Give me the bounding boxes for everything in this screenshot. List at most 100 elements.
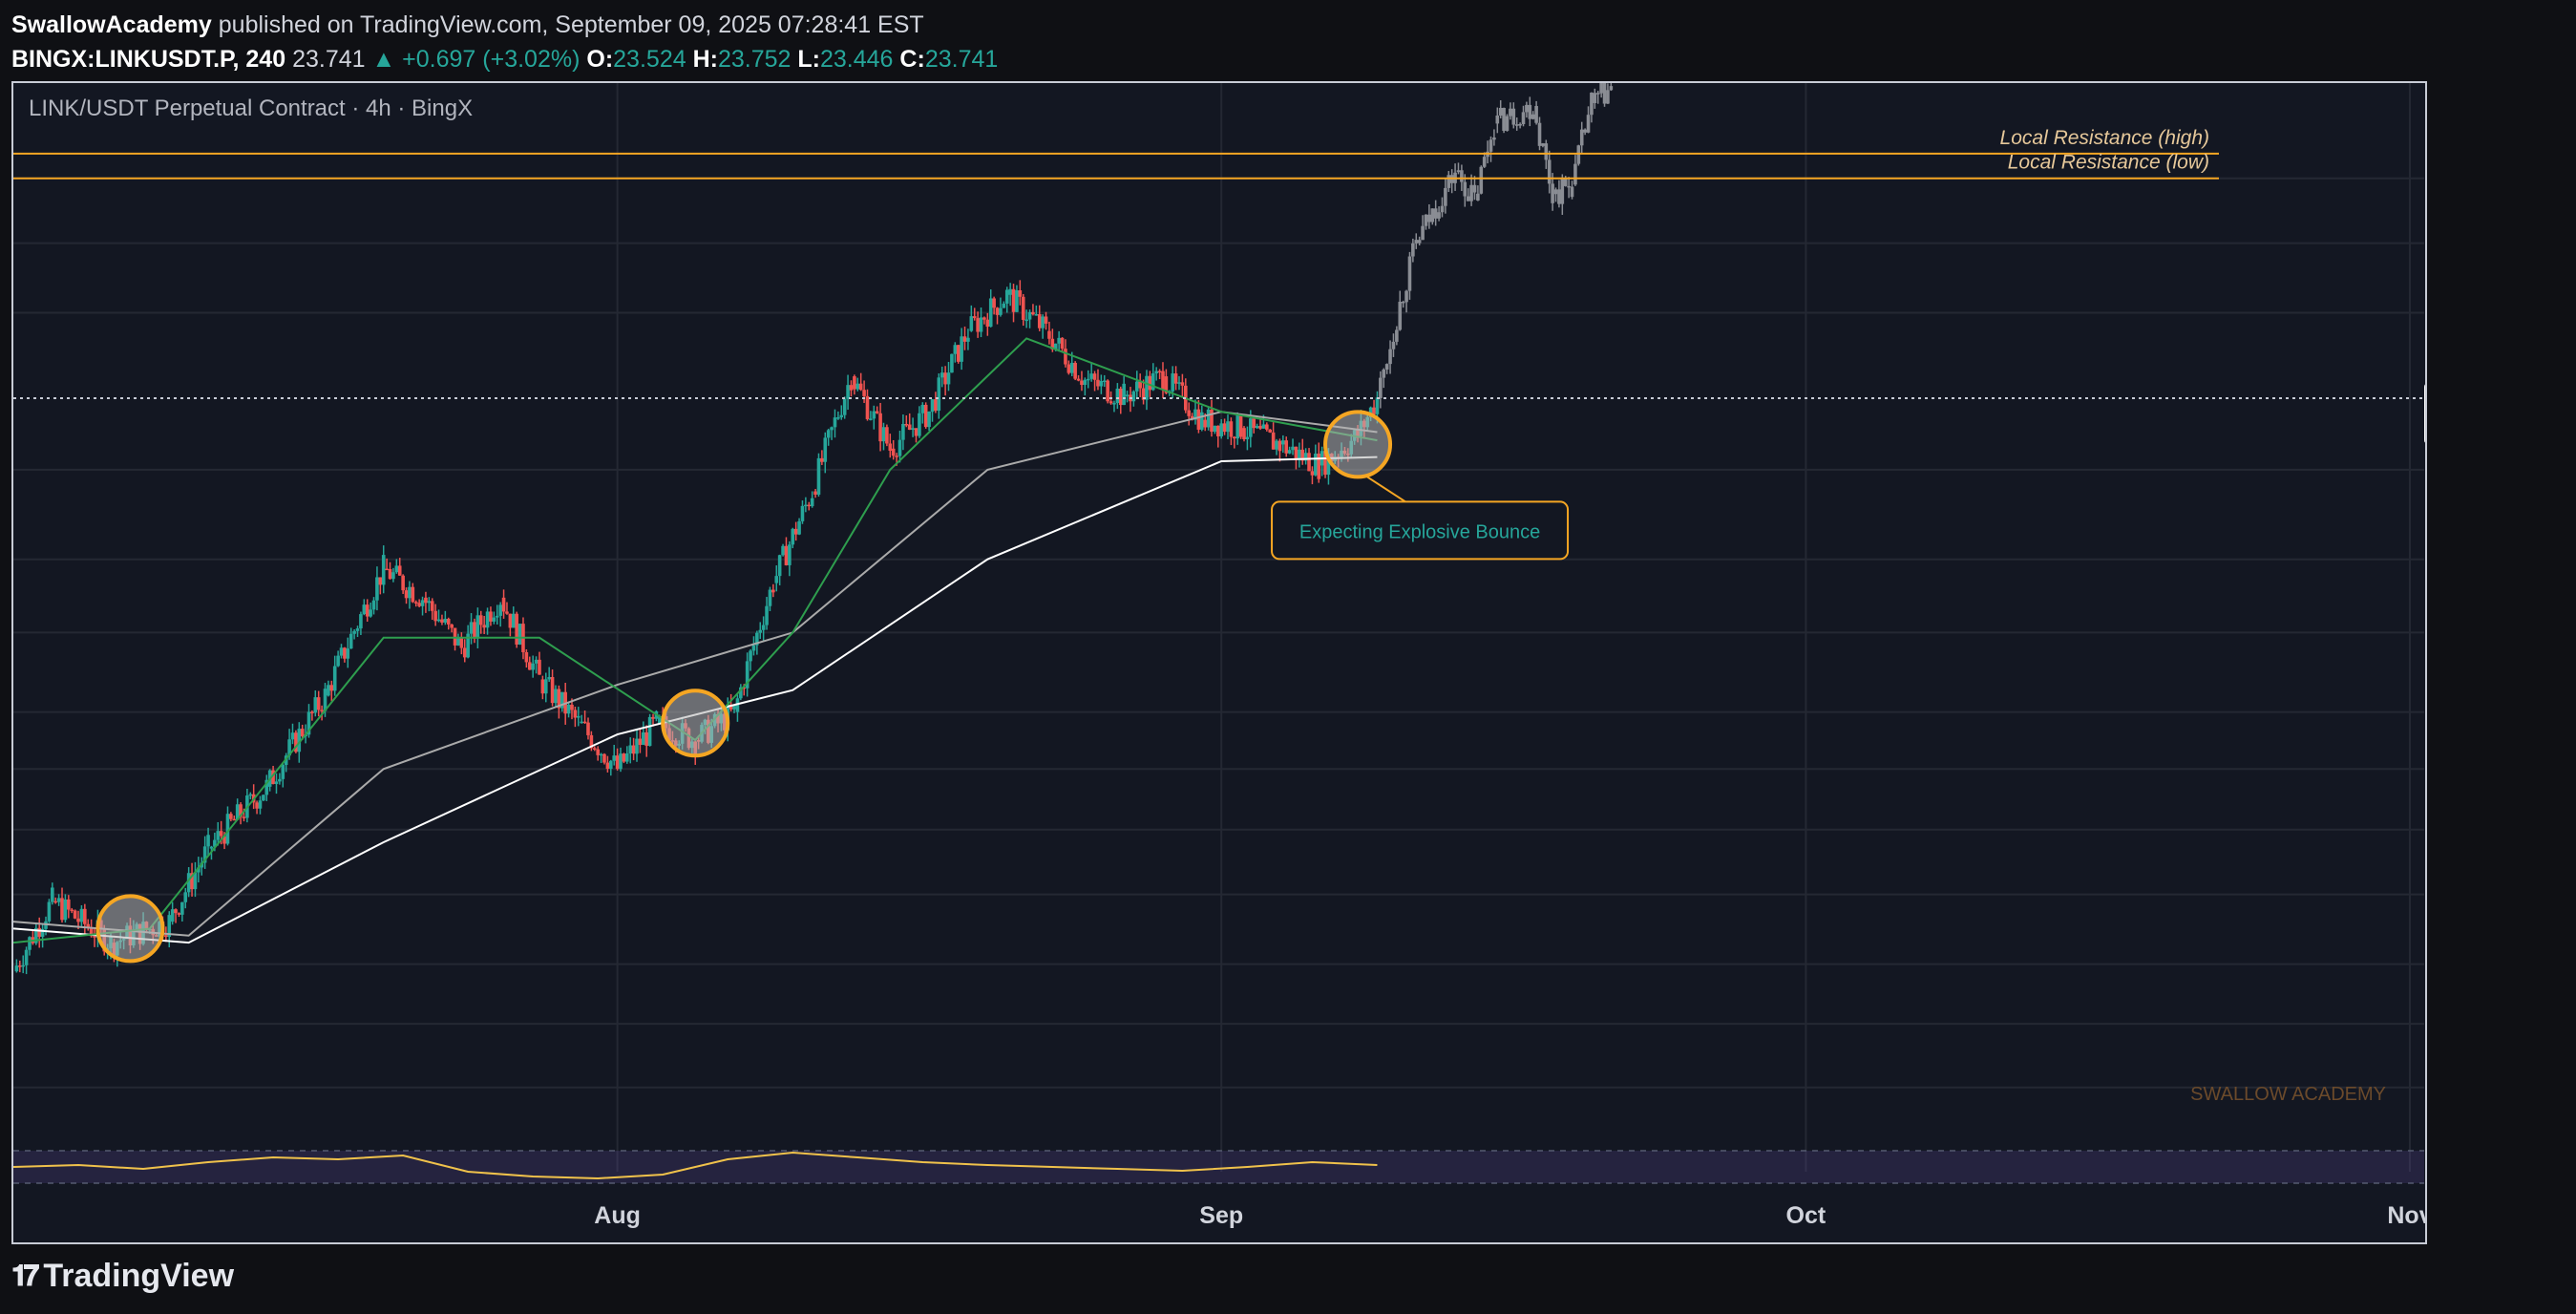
candle-body <box>1106 380 1109 402</box>
candle-body <box>982 317 986 320</box>
candle-body <box>566 704 571 714</box>
candle-body <box>459 637 464 648</box>
last-price-box <box>2424 384 2425 443</box>
candle-body <box>1138 381 1142 389</box>
candle-body <box>1593 93 1597 103</box>
open-value: 23.524 <box>613 46 686 73</box>
candle-body <box>1210 409 1214 433</box>
candle-body <box>14 965 19 972</box>
candle-body <box>622 753 626 762</box>
price-chart[interactable]: 30.00028.00026.00022.00020.00018.50017.0… <box>13 83 2425 1242</box>
candle-body <box>18 965 22 967</box>
candle-body <box>466 633 470 658</box>
candle-body <box>1050 338 1055 350</box>
candle-body <box>433 610 437 622</box>
candle-body <box>1430 208 1435 223</box>
bounce-marker[interactable] <box>95 894 165 964</box>
candle-body <box>381 555 386 585</box>
candle-body <box>417 603 421 606</box>
candle-body <box>1456 170 1461 173</box>
candle-body <box>550 676 555 704</box>
candle-body <box>813 491 817 495</box>
moving-average-line <box>13 411 1378 937</box>
moving-average-line <box>13 337 1378 944</box>
candle-body <box>346 648 350 659</box>
candle-body <box>1427 214 1431 223</box>
candle-body <box>242 816 246 818</box>
candle-body <box>1414 240 1419 244</box>
candle-body <box>1437 212 1441 219</box>
candle-body <box>1187 410 1191 416</box>
candle-body <box>397 565 402 576</box>
candle-body <box>1261 424 1266 429</box>
candle-body <box>1518 123 1522 126</box>
candle-body <box>517 624 522 645</box>
chart-header: SwallowAcademy published on TradingView.… <box>11 8 2565 76</box>
candle-body <box>599 753 603 756</box>
candle-body <box>343 647 347 659</box>
candle-body <box>339 647 344 656</box>
tradingview-logo[interactable]: 𝟏𝟕 TradingView <box>11 1258 234 1295</box>
candle-body <box>413 602 418 604</box>
candle-body <box>34 927 38 943</box>
candle-body <box>1411 243 1415 257</box>
callout-box[interactable] <box>1271 500 1570 561</box>
candle-body <box>1157 371 1162 373</box>
candle-body <box>1258 426 1262 429</box>
candle-body <box>1252 418 1256 429</box>
bounce-marker[interactable] <box>1323 410 1393 479</box>
candle-body <box>1229 421 1234 437</box>
candle-body <box>858 383 863 391</box>
candle-body <box>73 910 77 919</box>
published-text: published on TradingView.com, September … <box>218 11 924 38</box>
publish-line: SwallowAcademy published on TradingView.… <box>11 8 2565 42</box>
candle-body <box>1173 373 1178 384</box>
candle-body <box>1024 319 1028 322</box>
candle-body <box>875 411 879 413</box>
candle-body <box>1233 436 1236 439</box>
candle-body <box>1472 184 1477 193</box>
candle-body <box>1027 311 1032 320</box>
candle-body <box>316 697 321 710</box>
candle-body <box>290 732 295 740</box>
candle-body <box>797 520 801 535</box>
candle-body <box>209 846 214 849</box>
candle-body <box>1505 116 1510 131</box>
candle-body <box>1002 303 1006 308</box>
candle-body <box>1193 409 1197 420</box>
candle-body <box>911 428 915 431</box>
candle-body <box>554 689 558 704</box>
candle-body <box>430 601 434 611</box>
candle-body <box>1145 375 1149 400</box>
candle-body <box>543 679 548 694</box>
candle-body <box>576 715 581 718</box>
candle-body <box>1164 376 1169 393</box>
candle-body <box>1268 429 1273 433</box>
chart-frame[interactable]: 30.00028.00026.00022.00020.00018.50017.0… <box>11 81 2427 1244</box>
bounce-marker[interactable] <box>661 689 730 758</box>
candle-body <box>823 437 828 462</box>
candle-body <box>985 319 990 328</box>
candle-body <box>988 298 993 328</box>
candle-body <box>515 613 518 645</box>
candle-body <box>495 615 499 618</box>
candle-body <box>385 568 389 571</box>
candle-body <box>229 814 233 819</box>
candle-body <box>424 597 428 604</box>
candle-body <box>453 627 457 646</box>
candle-body <box>369 609 372 617</box>
author-name[interactable]: SwallowAcademy <box>11 11 212 38</box>
candle-body <box>186 873 191 893</box>
candle-body <box>972 316 977 319</box>
close-label: C: <box>899 46 925 73</box>
candle-body <box>1216 425 1220 436</box>
x-tick-label: Nov <box>2387 1202 2425 1229</box>
candle-body <box>1547 159 1552 184</box>
candle-body <box>63 899 68 921</box>
candle-body <box>329 685 334 691</box>
candle-body <box>589 734 594 749</box>
candle-body <box>40 928 45 937</box>
symbol-label[interactable]: BINGX:LINKUSDT.P, 240 <box>11 46 286 73</box>
candle-body <box>784 545 789 565</box>
candle-body <box>401 575 405 591</box>
